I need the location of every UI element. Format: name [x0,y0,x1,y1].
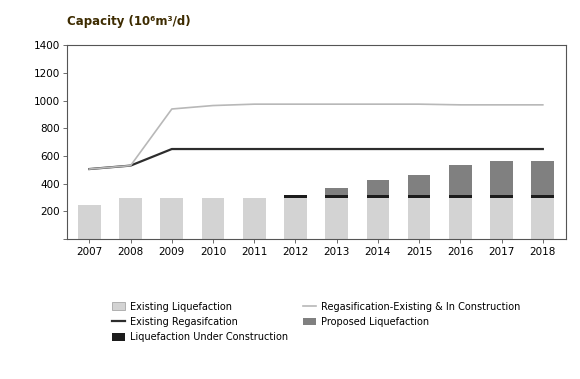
Bar [367,194,389,198]
Bar [161,198,183,239]
Bar [78,205,101,239]
Bar [325,194,348,198]
Bar [449,198,472,239]
Bar [408,198,430,239]
Bar [284,198,307,239]
Bar [367,198,389,239]
Bar [202,198,224,239]
Bar [531,194,554,198]
Legend: Existing Liquefaction, Existing Regasifcation, Liquefaction Under Construction, : Existing Liquefaction, Existing Regasifc… [111,302,521,342]
Bar [408,194,430,198]
Bar [490,198,513,239]
Bar [325,198,348,239]
Bar [408,175,430,194]
Bar [119,198,142,239]
Bar [284,194,307,198]
Bar [531,198,554,239]
Bar [449,194,472,198]
Bar [367,180,389,194]
Bar [449,165,472,194]
Bar [531,161,554,194]
Bar [490,194,513,198]
Bar [325,188,348,194]
Bar [243,198,266,239]
Text: Capacity (10⁶m³/d): Capacity (10⁶m³/d) [67,15,190,28]
Bar [490,161,513,194]
